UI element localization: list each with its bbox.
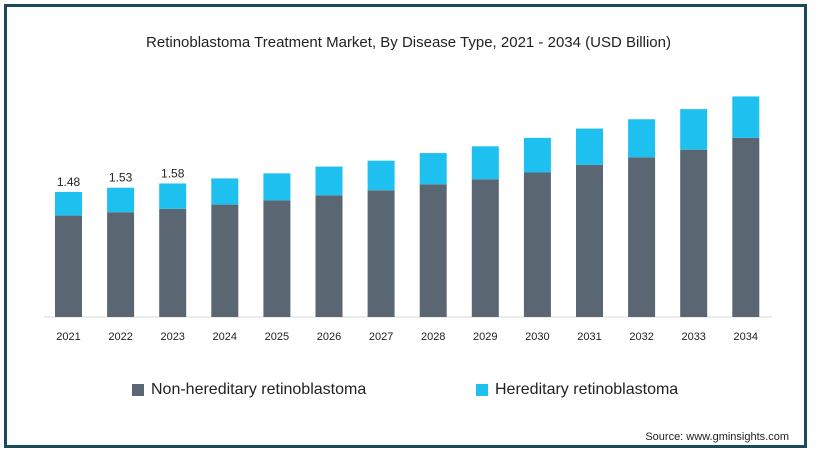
x-tick-label-2030: 2030 (525, 331, 549, 343)
bar-non-hereditary-2024 (211, 204, 239, 317)
bar-hereditary-2021 (55, 191, 82, 216)
bar-hereditary-2024 (211, 178, 239, 205)
bar-non-hereditary-2021 (55, 215, 82, 317)
bar-non-hereditary-2032 (628, 157, 656, 317)
bar-hereditary-2033 (680, 109, 708, 150)
x-tick-label-2034: 2034 (734, 331, 758, 343)
legend-label-hereditary: Hereditary retinoblastoma (495, 381, 679, 398)
x-tick-label-2026: 2026 (317, 331, 341, 343)
bar-non-hereditary-2022 (107, 212, 135, 317)
bar-hereditary-2025 (263, 173, 291, 201)
bar-non-hereditary-2028 (419, 184, 447, 317)
x-tick-label-2025: 2025 (265, 331, 289, 343)
x-tick-label-2032: 2032 (629, 331, 653, 343)
bar-non-hereditary-2033 (680, 149, 708, 317)
bar-hereditary-2022 (107, 187, 135, 213)
bar-hereditary-2028 (419, 153, 447, 185)
legend-swatch-hereditary (476, 384, 488, 396)
x-tick-label-2027: 2027 (369, 331, 393, 343)
data-label-2022: 1.53 (109, 171, 133, 185)
bar-non-hereditary-2030 (523, 172, 551, 317)
data-label-2023: 1.58 (161, 166, 185, 180)
bar-non-hereditary-2026 (315, 195, 343, 317)
x-tick-label-2028: 2028 (421, 331, 445, 343)
source-note: Source: www.gminsights.com (645, 431, 789, 443)
bar-hereditary-2027 (367, 160, 395, 191)
bar-hereditary-2029 (471, 146, 499, 180)
x-tick-label-2029: 2029 (473, 331, 497, 343)
bar-hereditary-2031 (576, 128, 603, 165)
bar-non-hereditary-2023 (159, 208, 187, 317)
chart-title: Retinoblastoma Treatment Market, By Dise… (146, 34, 671, 51)
bar-non-hereditary-2027 (367, 190, 395, 317)
bar-non-hereditary-2025 (263, 200, 291, 317)
legend-label-non-hereditary: Non-hereditary retinoblastoma (151, 381, 367, 398)
x-tick-label-2024: 2024 (213, 331, 237, 343)
x-tick-label-2021: 2021 (56, 331, 80, 343)
bar-hereditary-2023 (159, 183, 187, 209)
bar-non-hereditary-2029 (471, 179, 499, 317)
x-tick-label-2031: 2031 (577, 331, 601, 343)
legend-item-non-hereditary: Non-hereditary retinoblastoma (132, 380, 366, 400)
x-tick-label-2022: 2022 (108, 331, 132, 343)
data-label-2021: 1.48 (57, 175, 81, 189)
legend-swatch-non-hereditary (132, 384, 144, 396)
x-tick-label-2023: 2023 (160, 331, 184, 343)
bar-hereditary-2032 (628, 119, 656, 158)
x-tick-label-2033: 2033 (681, 331, 705, 343)
chart-frame (4, 4, 807, 448)
bar-non-hereditary-2031 (576, 164, 603, 317)
bar-hereditary-2034 (732, 96, 760, 138)
bar-hereditary-2030 (523, 137, 551, 173)
bar-hereditary-2026 (315, 166, 343, 196)
bar-non-hereditary-2034 (732, 137, 760, 317)
legend-item-hereditary: Hereditary retinoblastoma (476, 380, 678, 400)
